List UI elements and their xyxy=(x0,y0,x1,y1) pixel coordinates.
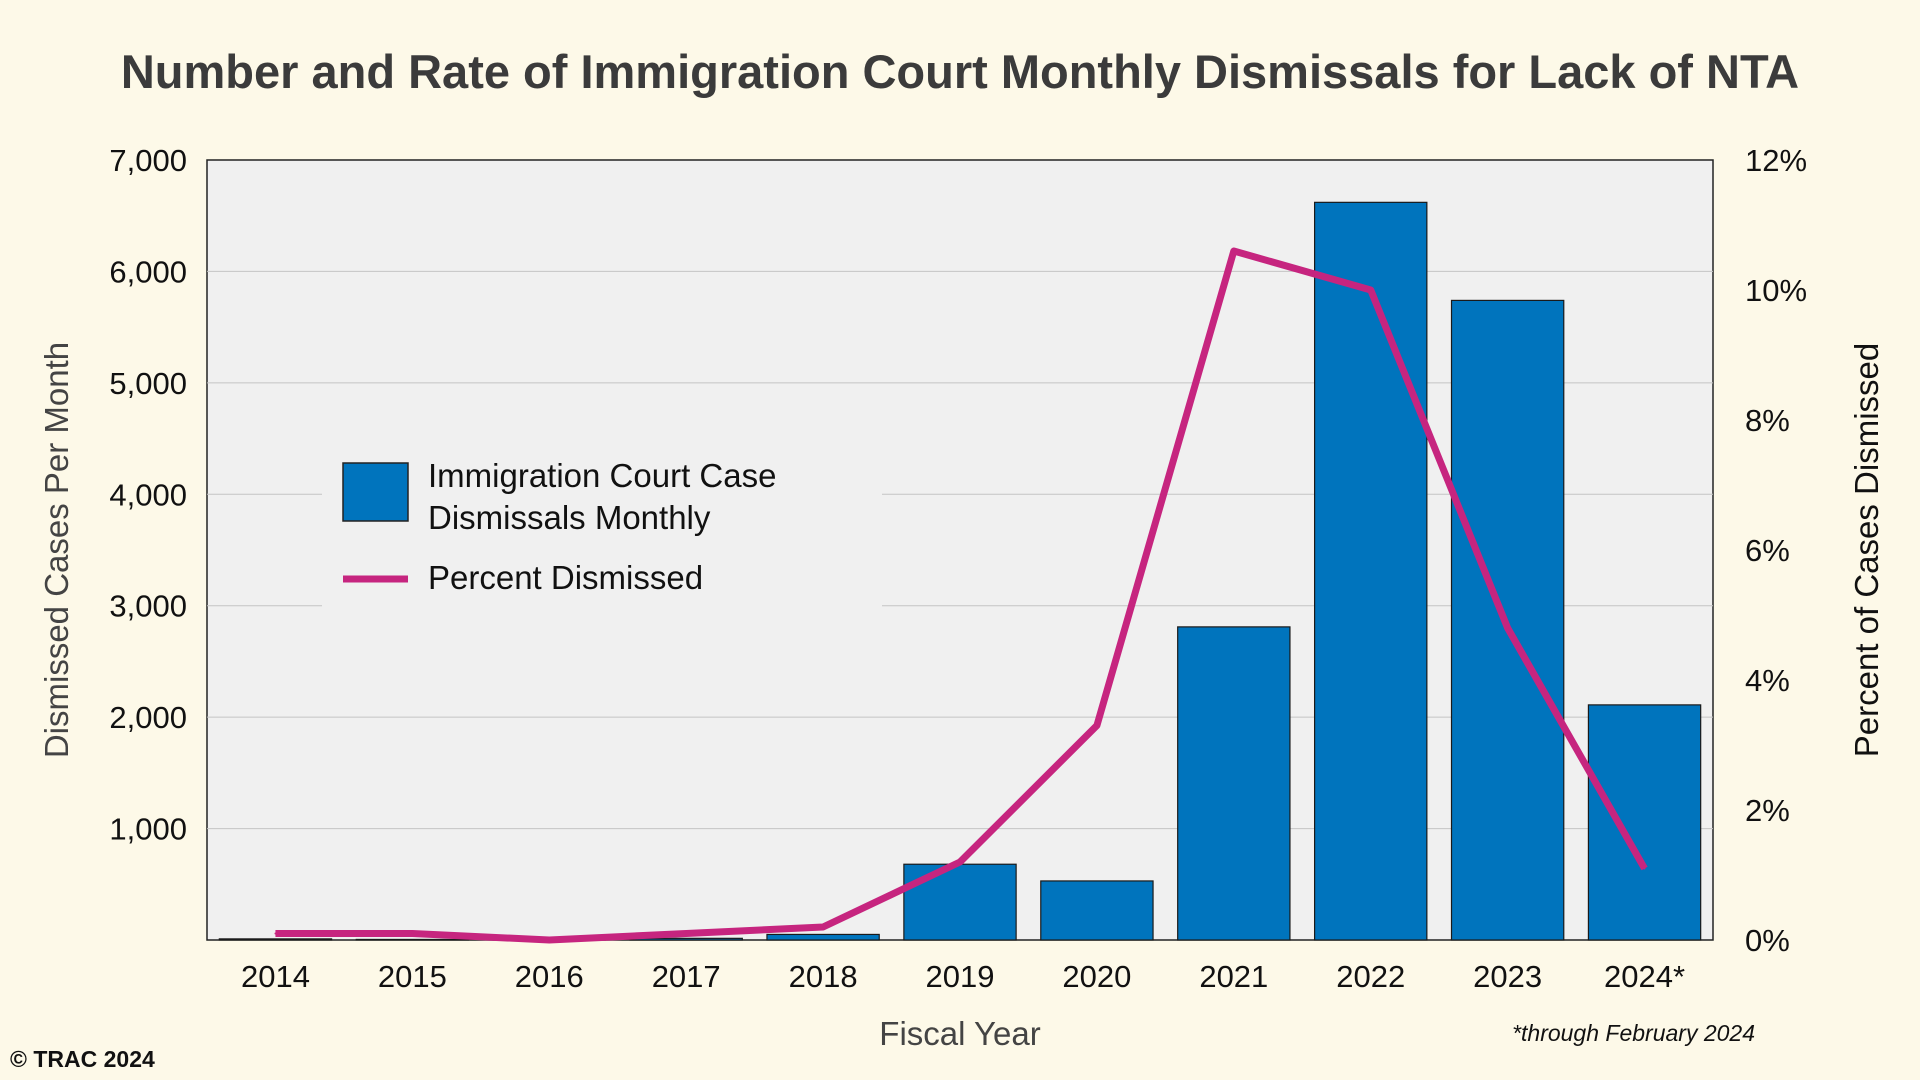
axis-ticks: 1,000 2,000 3,000 4,000 5,000 6,000 7,000 0% 2% 4… xyxy=(109,143,1807,994)
line-point xyxy=(822,926,825,928)
x-tick-label: 2021 xyxy=(1199,959,1268,994)
x-axis-title: Fiscal Year xyxy=(879,1015,1040,1052)
line-point xyxy=(274,932,277,935)
bar-series xyxy=(218,201,1702,941)
y2-tick-label: 10% xyxy=(1745,273,1807,308)
line-point xyxy=(1643,867,1646,870)
y-tick-label: 5,000 xyxy=(109,366,187,401)
bar xyxy=(766,933,880,941)
legend-label-bars: Immigration Court Case Dismissals Monthl… xyxy=(428,457,786,536)
line-point xyxy=(959,861,961,863)
x-tick-label: 2022 xyxy=(1336,959,1405,994)
chart-title: Number and Rate of Immigration Court Mon… xyxy=(121,45,1799,98)
line-series xyxy=(274,247,1648,944)
x-tick-label: 2020 xyxy=(1062,959,1131,994)
bar xyxy=(1587,704,1702,941)
y-axis-title: Dismissed Cases Per Month xyxy=(38,342,75,758)
footnote: *through February 2024 xyxy=(1512,1020,1755,1046)
y2-tick-label: 8% xyxy=(1745,403,1790,438)
x-tick-label: 2017 xyxy=(652,959,721,994)
legend-label-bars-line1: Immigration Court Case xyxy=(428,457,776,494)
bar xyxy=(1177,626,1291,941)
line-point xyxy=(548,939,551,941)
y2-tick-label: 12% xyxy=(1745,143,1807,178)
bar xyxy=(1313,201,1428,941)
y2-tick-label: 2% xyxy=(1745,793,1790,828)
y-tick-label: 7,000 xyxy=(109,143,187,178)
legend: Immigration Court Case Dismissals Monthl… xyxy=(322,438,882,618)
x-tick-label: 2016 xyxy=(515,959,584,994)
copyright-credit: © TRAC 2024 xyxy=(10,1046,155,1072)
y-tick-label: 1,000 xyxy=(109,812,187,847)
bar xyxy=(1040,880,1154,941)
legend-background xyxy=(322,438,882,618)
y2-axis-title: Percent of Cases Dismissed xyxy=(1848,343,1885,757)
y-tick-label: 2,000 xyxy=(109,700,187,735)
y-tick-label: 3,000 xyxy=(109,589,187,624)
y2-tick-label: 0% xyxy=(1745,923,1790,958)
legend-label-line: Percent Dismissed xyxy=(428,559,703,596)
y2-tick-label: 4% xyxy=(1745,663,1790,698)
bar xyxy=(218,938,333,941)
line-point xyxy=(685,932,688,935)
y-tick-label: 6,000 xyxy=(109,254,187,289)
legend-bar-swatch xyxy=(342,462,409,522)
line-point xyxy=(1506,627,1509,629)
line-point xyxy=(1232,250,1235,252)
line-point xyxy=(1369,289,1372,291)
x-tick-label: 2014 xyxy=(241,959,310,994)
line-point xyxy=(411,932,414,935)
x-tick-label: 2019 xyxy=(926,959,995,994)
bar xyxy=(355,938,470,941)
x-tick-label: 2015 xyxy=(378,959,447,994)
x-tick-label: 2023 xyxy=(1473,959,1542,994)
legend-label-bars-line2: Dismissals Monthly xyxy=(428,499,711,536)
bar xyxy=(903,863,1017,941)
x-tick-label: 2018 xyxy=(789,959,858,994)
line-point xyxy=(1095,724,1098,727)
x-tick-label: 2024* xyxy=(1604,959,1685,994)
y-tick-label: 4,000 xyxy=(109,477,187,512)
y2-tick-label: 6% xyxy=(1745,533,1790,568)
